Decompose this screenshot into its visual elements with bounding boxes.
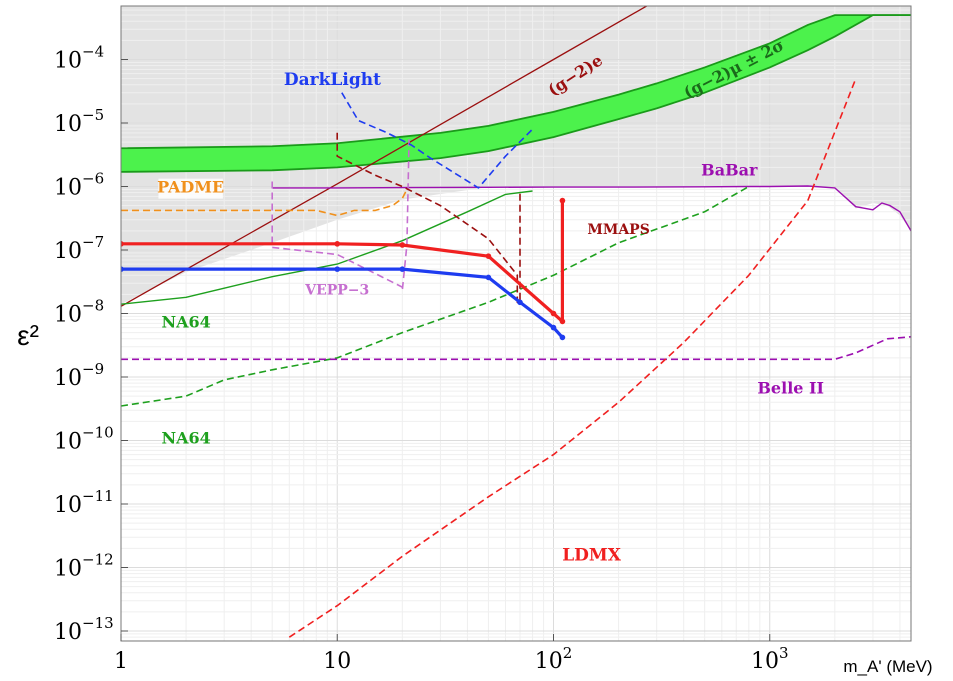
- series-point: [485, 253, 492, 259]
- series-line-mmaps: [336, 132, 521, 304]
- series-point: [334, 241, 341, 247]
- annotation-label: NA64: [161, 428, 210, 447]
- y-tick-base: 10: [54, 493, 82, 518]
- y-tick-base: 10: [54, 430, 82, 455]
- series-point: [550, 324, 557, 331]
- x-tick-base: 10: [323, 649, 351, 674]
- series-point: [559, 197, 566, 204]
- y-tick-base: 10: [54, 620, 82, 645]
- g2mu-band: [121, 15, 911, 172]
- y-axis-label: ε²: [17, 320, 39, 351]
- series-point: [485, 274, 492, 281]
- x-tick-base: 1: [114, 649, 128, 674]
- series-line-ldmx: [288, 78, 857, 638]
- series-point: [559, 334, 566, 341]
- annotation-label: VEPP−3: [304, 282, 369, 298]
- annotation-label: PADME: [157, 178, 224, 197]
- y-tick-base: 10: [54, 239, 82, 264]
- annotation-label: DarkLight: [284, 70, 381, 90]
- series-line-na64: [121, 190, 533, 305]
- x-tick-base: 10: [751, 649, 779, 674]
- series-layer: [121, 6, 911, 638]
- y-tick-base: 10: [54, 49, 82, 74]
- y-tick-label: 10−5: [54, 106, 104, 137]
- y-tick-exponent: −7: [82, 233, 104, 251]
- x-tick-label: 1: [114, 649, 128, 674]
- y-tick-exponent: −5: [82, 106, 104, 124]
- y-tick-label: 10−10: [54, 424, 114, 455]
- x-tick-exponent: 2: [563, 644, 573, 662]
- y-tick-label: 10−9: [54, 360, 104, 391]
- series-point: [550, 310, 557, 317]
- y-tick-label: 10−7: [54, 233, 104, 264]
- series-point: [121, 241, 124, 247]
- y-tick-label: 10−11: [54, 487, 114, 518]
- series-point: [399, 242, 406, 248]
- annotation-label: LDMX: [562, 545, 622, 565]
- x-tick-base: 10: [535, 649, 563, 674]
- y-tick-base: 10: [54, 176, 82, 201]
- annotation-label: BaBar: [701, 160, 758, 179]
- y-tick-base: 10: [54, 112, 82, 137]
- annotation-box: [158, 178, 223, 199]
- x-axis-label: m_A' (MeV): [843, 657, 932, 676]
- y-tick-label: 10−6: [54, 170, 104, 201]
- y-tick-label: 10−4: [54, 43, 104, 74]
- annotation-label: MMAPS: [587, 222, 650, 238]
- x-tick-label: 10: [323, 649, 351, 674]
- series-point: [121, 266, 124, 272]
- g2mu-band-lower-edge: [121, 14, 911, 173]
- y-tick-label: 10−13: [54, 614, 114, 645]
- series-line-babar: [272, 185, 911, 232]
- x-tick-label: 102: [535, 644, 573, 674]
- x-tick-label: 103: [751, 644, 789, 674]
- plot-border: [120, 5, 912, 642]
- y-tick-exponent: −13: [82, 614, 114, 632]
- series-line-darklight: [341, 92, 534, 189]
- y-tick-base: 10: [54, 366, 82, 391]
- y-tick-label: 10−12: [54, 551, 114, 582]
- y-tick-base: 10: [54, 303, 82, 328]
- y-tick-exponent: −8: [82, 297, 104, 315]
- series-point: [559, 318, 566, 325]
- g2mu-band-upper-edge: [121, 14, 911, 150]
- g2mu-band-layer: [121, 14, 911, 173]
- series-line-belle-ii: [121, 336, 911, 361]
- annotation-label: NA64: [161, 313, 210, 332]
- y-tick-base: 10: [54, 557, 82, 582]
- series-line-padme: [121, 189, 408, 217]
- series-point: [334, 266, 341, 272]
- y-tick-exponent: −4: [82, 43, 104, 61]
- x-tick-exponent: 3: [779, 644, 789, 662]
- series-point: [399, 266, 406, 272]
- y-tick-exponent: −11: [82, 487, 114, 505]
- y-tick-exponent: −6: [82, 170, 104, 188]
- annotation-label: Belle II: [757, 378, 824, 397]
- y-tick-exponent: −9: [82, 360, 104, 378]
- axis-layer: 1 10 102 10310−410−510−610−710−810−910−1010…: [54, 43, 789, 675]
- y-tick-exponent: −10: [82, 424, 114, 442]
- series-point: [517, 299, 523, 306]
- series-line-na64: [121, 185, 750, 407]
- y-tick-label: 10−8: [54, 297, 104, 328]
- y-tick-exponent: −12: [82, 551, 114, 569]
